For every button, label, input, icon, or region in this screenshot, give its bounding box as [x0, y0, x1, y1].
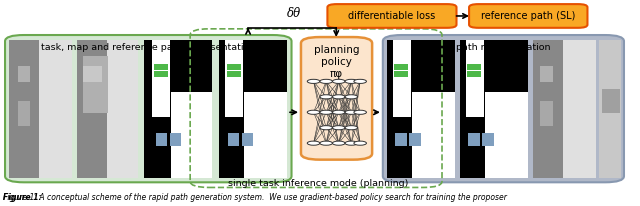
- FancyBboxPatch shape: [328, 4, 456, 28]
- FancyBboxPatch shape: [301, 37, 372, 160]
- Bar: [154, 64, 168, 70]
- Circle shape: [307, 110, 320, 114]
- Text: reference path (SL): reference path (SL): [481, 11, 575, 21]
- Circle shape: [320, 79, 332, 83]
- Bar: [483, 133, 493, 146]
- FancyBboxPatch shape: [5, 35, 292, 182]
- Bar: [170, 133, 181, 146]
- Circle shape: [307, 79, 320, 83]
- Circle shape: [320, 110, 332, 114]
- Bar: [468, 133, 480, 146]
- Bar: [227, 71, 241, 77]
- Bar: [563, 40, 596, 178]
- Bar: [412, 92, 454, 178]
- Circle shape: [354, 141, 367, 145]
- Bar: [467, 64, 481, 70]
- Text: planning
policy
πφ: planning policy πφ: [314, 45, 359, 78]
- Bar: [83, 66, 102, 82]
- Bar: [107, 40, 138, 178]
- Circle shape: [332, 95, 345, 99]
- Bar: [83, 56, 108, 113]
- Bar: [9, 40, 39, 178]
- Bar: [485, 92, 527, 178]
- Text: path representation: path representation: [456, 43, 550, 52]
- Bar: [396, 133, 407, 146]
- Circle shape: [332, 126, 345, 130]
- Bar: [172, 92, 212, 178]
- Circle shape: [332, 141, 345, 145]
- Circle shape: [354, 110, 367, 114]
- Circle shape: [345, 95, 358, 99]
- Bar: [18, 66, 30, 82]
- FancyBboxPatch shape: [469, 4, 588, 28]
- Circle shape: [345, 110, 358, 114]
- Circle shape: [320, 141, 332, 145]
- Bar: [540, 66, 553, 82]
- Bar: [600, 40, 621, 178]
- Bar: [393, 40, 410, 117]
- Bar: [394, 71, 408, 77]
- Bar: [152, 40, 170, 117]
- Bar: [466, 40, 484, 117]
- Text: δθ: δθ: [287, 7, 301, 20]
- Circle shape: [345, 79, 358, 83]
- Bar: [18, 101, 30, 126]
- Bar: [244, 92, 287, 178]
- Bar: [532, 40, 563, 178]
- Text: task, map and reference path representation: task, map and reference path representat…: [41, 43, 255, 52]
- Text: Figure 1:: Figure 1:: [3, 193, 42, 202]
- FancyBboxPatch shape: [383, 35, 624, 182]
- Bar: [228, 133, 239, 146]
- Circle shape: [354, 79, 367, 83]
- Circle shape: [332, 79, 345, 83]
- Bar: [227, 64, 241, 70]
- Bar: [143, 40, 212, 178]
- Text: Figure 1: A conceptual scheme of the rapid path generation system.  We use gradi: Figure 1: A conceptual scheme of the rap…: [3, 193, 507, 202]
- Circle shape: [345, 126, 358, 130]
- Circle shape: [320, 95, 332, 99]
- Circle shape: [345, 141, 358, 145]
- Bar: [154, 71, 168, 77]
- Bar: [460, 40, 527, 178]
- Bar: [467, 71, 481, 77]
- Circle shape: [320, 126, 332, 130]
- Bar: [540, 101, 553, 126]
- Bar: [39, 40, 72, 178]
- Bar: [219, 40, 287, 178]
- Bar: [156, 133, 168, 146]
- Bar: [77, 40, 107, 178]
- Circle shape: [307, 141, 320, 145]
- Bar: [242, 133, 253, 146]
- Bar: [602, 89, 620, 113]
- Circle shape: [332, 110, 345, 114]
- Bar: [409, 133, 420, 146]
- Text: differentiable loss: differentiable loss: [348, 11, 436, 21]
- Text: single task inference mode (planning): single task inference mode (planning): [228, 179, 408, 188]
- Bar: [225, 40, 243, 117]
- Bar: [387, 40, 454, 178]
- Bar: [394, 64, 408, 70]
